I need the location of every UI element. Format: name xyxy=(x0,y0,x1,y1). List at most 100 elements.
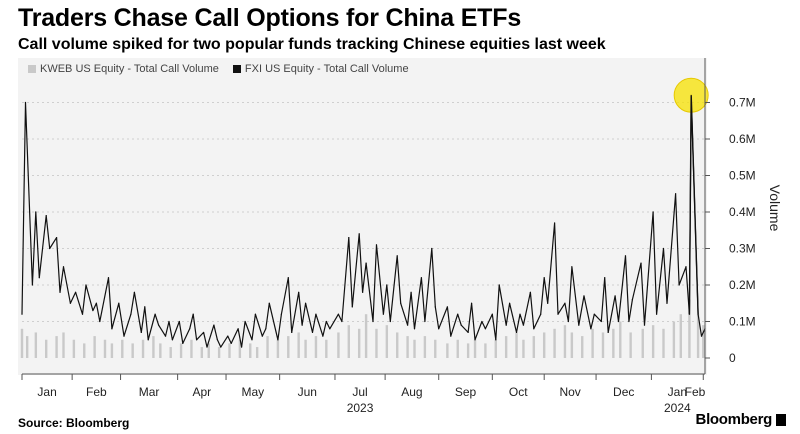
fxi-point xyxy=(81,313,84,315)
x-tick-label: Jan xyxy=(668,385,687,399)
fxi-point xyxy=(154,313,156,315)
x-tick-label: Aug xyxy=(401,385,422,399)
kweb-bar xyxy=(179,343,183,358)
fxi-point xyxy=(277,339,279,341)
fxi-point xyxy=(652,211,654,213)
fxi-point xyxy=(400,302,402,304)
kweb-bar xyxy=(364,314,368,358)
fxi-point xyxy=(358,233,360,235)
fxi-point xyxy=(287,277,289,279)
fxi-point xyxy=(220,346,222,348)
kweb-bar xyxy=(563,325,567,358)
fxi-point xyxy=(75,291,77,293)
kweb-bar xyxy=(619,321,622,358)
kweb-bar xyxy=(504,336,508,358)
year-label: 2024 xyxy=(664,401,691,415)
fxi-point xyxy=(240,346,243,348)
kweb-bar xyxy=(466,343,470,358)
kweb-bar xyxy=(25,336,29,358)
x-tick-label: Jun xyxy=(298,385,317,399)
fxi-point xyxy=(700,335,703,337)
x-tick-label: Sep xyxy=(455,385,477,399)
fxi-point xyxy=(202,331,205,334)
legend-label-fxi: FXI US Equity - Total Call Volume xyxy=(244,63,409,75)
fxi-point xyxy=(38,277,40,279)
fxi-point xyxy=(413,328,416,330)
fxi-point xyxy=(553,222,556,224)
fxi-point xyxy=(662,247,665,250)
fxi-point xyxy=(118,302,120,304)
kweb-bar xyxy=(83,343,86,358)
brand-name: Bloomberg xyxy=(695,411,773,428)
kweb-bar xyxy=(553,328,556,358)
kweb-bar xyxy=(228,343,231,358)
fxi-point xyxy=(147,339,149,341)
fxi-point xyxy=(341,320,343,323)
fxi-point xyxy=(424,320,426,323)
fxi-point xyxy=(35,211,37,213)
year-label: 2023 xyxy=(347,401,374,415)
kweb-bar xyxy=(238,339,242,358)
y-tick-label: 0.1M xyxy=(729,315,756,329)
legend: KWEB US Equity - Total Call Volume FXI U… xyxy=(24,61,413,77)
fxi-point xyxy=(325,320,327,323)
x-tick-label: Apr xyxy=(192,385,211,399)
fxi-point xyxy=(261,335,263,337)
fxi-point xyxy=(130,313,132,315)
fxi-point xyxy=(111,328,113,330)
fxi-point xyxy=(666,302,668,304)
fxi-point xyxy=(498,284,500,286)
kweb-bar xyxy=(473,339,477,358)
fxi-point xyxy=(140,331,142,334)
fxi-point xyxy=(21,313,23,315)
fxi-point xyxy=(31,284,33,286)
fxi-point xyxy=(24,101,27,104)
fxi-spike-segment xyxy=(688,95,699,315)
fxi-point xyxy=(192,313,194,315)
kweb-bar xyxy=(702,325,705,358)
fxi-point xyxy=(315,313,317,315)
fxi-point xyxy=(593,313,595,315)
fxi-point xyxy=(540,313,542,315)
fxi-point xyxy=(62,266,65,268)
kweb-bar xyxy=(522,339,525,358)
fxi-point xyxy=(590,328,592,330)
fxi-point xyxy=(372,320,374,323)
fxi-point xyxy=(158,324,160,326)
fxi-point xyxy=(298,291,300,293)
kweb-bar xyxy=(347,325,351,358)
fxi-point xyxy=(533,328,535,330)
highlight-marker xyxy=(673,77,709,315)
kweb-bar xyxy=(641,328,644,358)
fxi-point xyxy=(457,313,459,315)
fxi-point xyxy=(362,291,364,293)
kweb-bar xyxy=(396,332,399,358)
kweb-bar xyxy=(45,339,48,358)
kweb-bar xyxy=(591,328,594,358)
fxi-point xyxy=(133,291,135,293)
fxi-point xyxy=(567,320,570,323)
kweb-bar xyxy=(93,336,96,358)
fxi-point xyxy=(685,266,687,268)
fxi-point xyxy=(675,193,677,195)
fxi-point xyxy=(389,320,391,323)
fxi-point xyxy=(178,320,180,323)
fxi-point xyxy=(196,339,198,341)
fxi-point xyxy=(254,313,257,315)
kweb-bar xyxy=(207,343,210,358)
fxi-point xyxy=(495,339,497,341)
fxi-point xyxy=(382,313,384,315)
fxi-point xyxy=(481,320,483,323)
legend-swatch-fxi xyxy=(232,65,241,73)
fxi-point xyxy=(45,215,47,217)
fxi-point xyxy=(578,324,580,326)
fxi-point xyxy=(600,320,602,323)
x-tick-label: Feb xyxy=(86,385,107,399)
fxi-point xyxy=(474,339,476,341)
kweb-bar xyxy=(532,336,536,358)
fxi-point xyxy=(216,339,218,341)
fxi-point xyxy=(168,320,170,323)
fxi-point xyxy=(85,284,87,286)
kweb-bar xyxy=(217,347,221,358)
